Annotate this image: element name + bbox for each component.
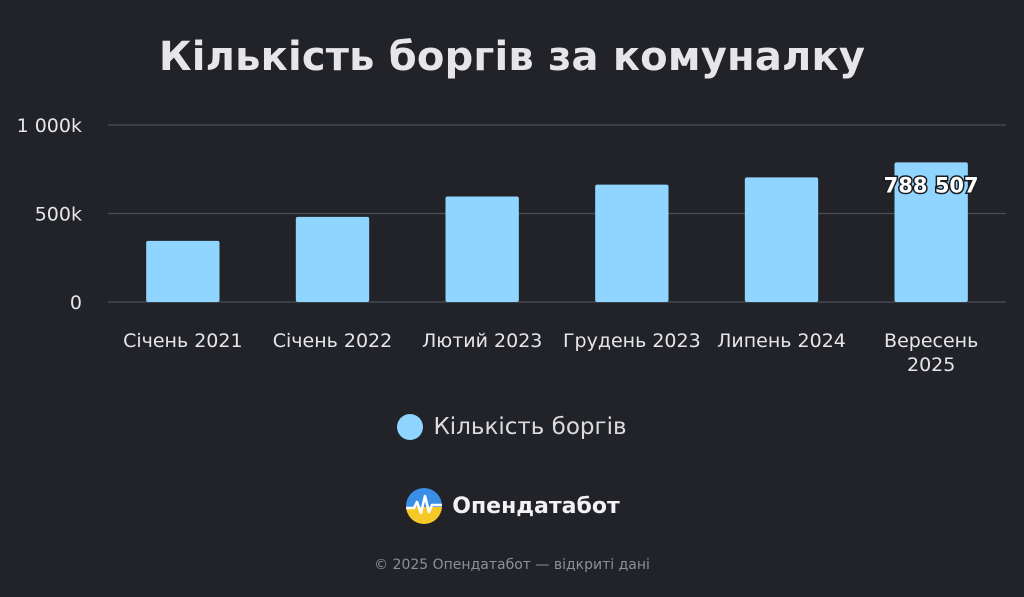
legend-label: Кількість боргів [433,414,627,440]
y-tick-label: 1 000k [17,115,82,137]
brand: Опендатабот [0,486,1024,526]
bar-chart: 0 500k 1 000k Січень 2021 Січень 2022 Лютий 2… [17,115,1006,376]
x-tick-label: Липень 2024 [717,330,846,352]
legend-swatch [397,414,424,440]
bar [146,240,220,302]
x-tick-label: 2025 [907,354,955,376]
bar [445,196,519,302]
x-tick-label: Січень 2022 [273,330,392,352]
y-tick-label: 500k [35,204,82,226]
bar [894,162,968,302]
data-label: 788 507 [884,173,979,197]
y-tick-label: 0 [70,292,82,314]
opendatabot-logo-icon [406,488,443,524]
x-tick-label: Лютий 2023 [422,330,542,352]
x-tick-label: Вересень [884,330,978,352]
x-tick-label: Січень 2021 [123,330,242,352]
chart-legend: Кількість боргів [0,414,1024,440]
chart-title: Кількість боргів за комуналку [158,34,866,80]
bar [595,184,669,302]
copyright-text: © 2025 Опендатабот — відкриті дані [374,557,650,573]
bar [744,177,819,302]
x-tick-label: Грудень 2023 [563,330,701,352]
brand-name: Опендатабот [452,493,620,519]
bar [295,216,370,302]
